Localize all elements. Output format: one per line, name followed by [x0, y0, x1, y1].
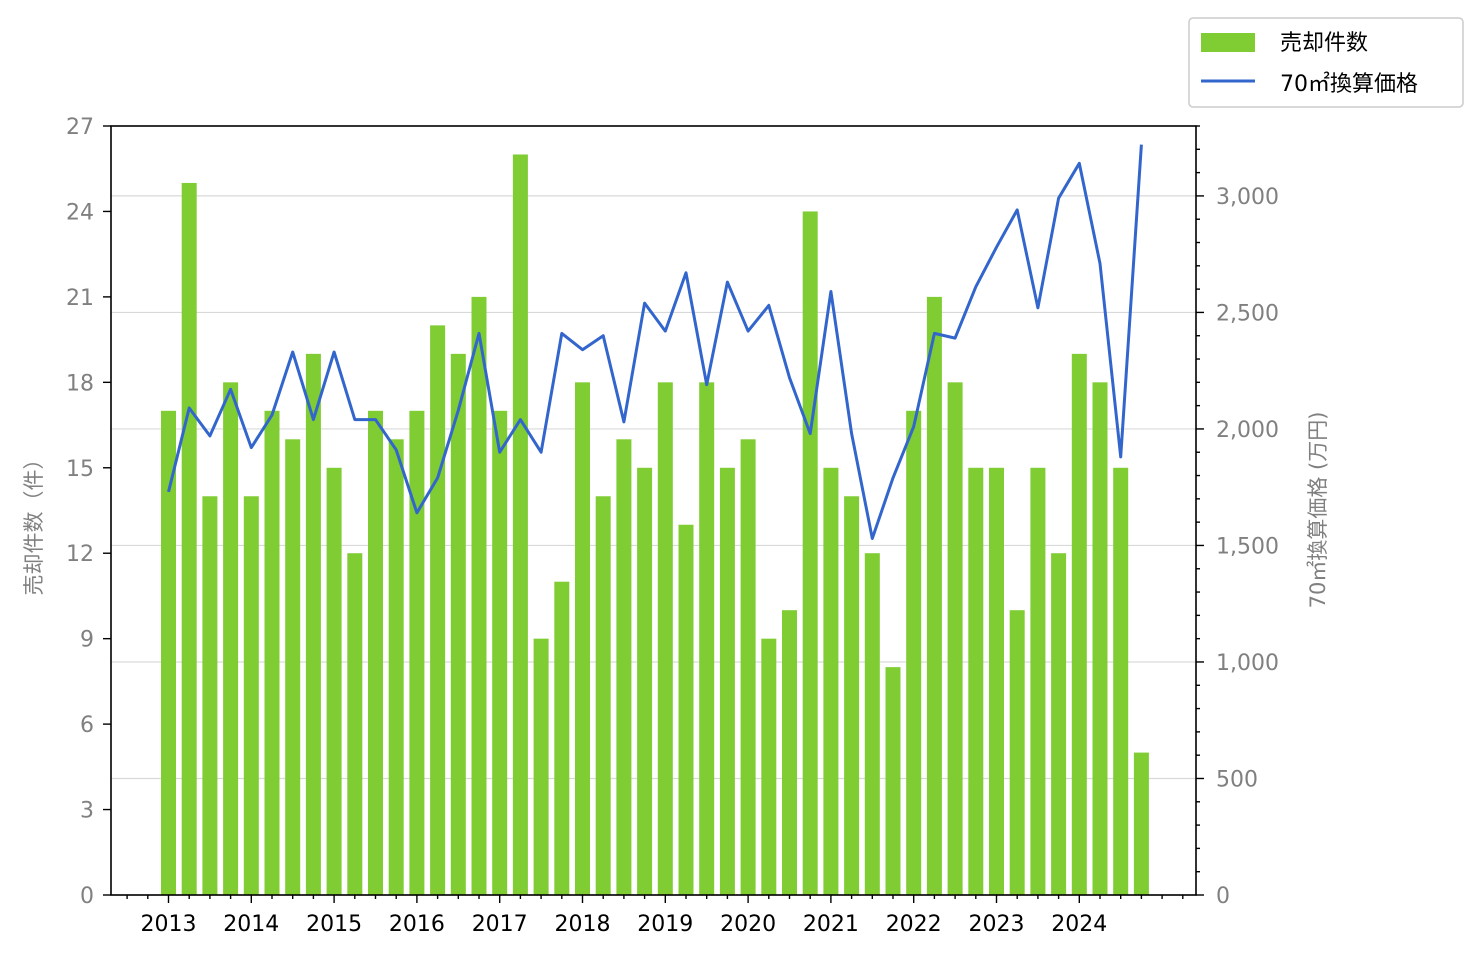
bar: [181, 182, 197, 896]
bar: [223, 382, 239, 895]
x-tick-label: 2015: [306, 912, 362, 937]
bar: [492, 410, 508, 895]
x-tick-label: 2024: [1051, 912, 1107, 937]
bar: [285, 439, 301, 895]
x-tick-label: 2021: [803, 912, 859, 937]
bar-series: [161, 154, 1149, 896]
bar: [533, 638, 549, 895]
bar: [782, 610, 797, 895]
bar: [1133, 752, 1149, 895]
x-tick-label: 2019: [637, 912, 693, 937]
y-tick-label: 9: [80, 628, 94, 653]
legend-swatch-bar: [1201, 33, 1255, 52]
bar: [657, 382, 673, 895]
bar: [1113, 467, 1129, 895]
x-tick-label: 2016: [389, 912, 445, 937]
bar: [699, 382, 715, 895]
y-tick-label: 27: [66, 115, 94, 140]
bar: [326, 467, 342, 895]
y-axis-right: 0 500 1,000 1,500 2,000 2,500 3,000: [1196, 125, 1279, 909]
bar: [616, 439, 632, 895]
legend: 売却件数 70㎡換算価格: [1188, 17, 1464, 108]
y2-tick-label: 1,500: [1216, 534, 1279, 559]
y-axis-title: 売却件数（件）: [22, 449, 46, 596]
bar: [637, 467, 653, 895]
bar: [802, 211, 818, 895]
bar: [885, 667, 901, 895]
bar: [430, 325, 446, 895]
y-tick-label: 21: [66, 286, 94, 311]
y2-tick-label: 2,000: [1216, 418, 1279, 443]
line-series: [167, 144, 1143, 540]
bar: [761, 638, 777, 895]
y-tick-label: 24: [66, 200, 94, 225]
bar: [823, 467, 839, 895]
bar: [926, 296, 942, 895]
y2-tick-label: 1,000: [1216, 651, 1279, 676]
series-line: [167, 144, 1143, 540]
x-tick-label: 2018: [555, 912, 611, 937]
y-tick-label: 3: [80, 799, 94, 824]
x-axis: 2013 2014 2015 2016 2017 2018 2019 2020 2021 2022…: [126, 895, 1184, 937]
y2-tick-label: 500: [1216, 767, 1258, 792]
bar: [575, 382, 590, 895]
bar: [1009, 610, 1025, 895]
x-tick-label: 2014: [223, 912, 279, 937]
bar: [1030, 467, 1046, 895]
bar: [1092, 382, 1108, 895]
bar: [1071, 353, 1087, 896]
bar: [512, 154, 528, 896]
bar: [595, 496, 611, 895]
bar: [947, 382, 963, 895]
x-tick-label: 2013: [141, 912, 197, 937]
y2-tick-label: 0: [1216, 884, 1230, 909]
bar: [450, 353, 466, 896]
bar: [1051, 553, 1067, 895]
y2-tick-label: 3,000: [1216, 185, 1279, 210]
x-tick-label: 2017: [472, 912, 528, 937]
legend-label-line: 70㎡換算価格: [1280, 71, 1418, 97]
bar: [678, 524, 694, 895]
y-tick-label: 18: [66, 371, 94, 396]
y-axis-left: 0 3 6 9 12 15 18 21 24 27: [66, 115, 111, 909]
y-tick-label: 12: [66, 542, 94, 567]
y-tick-label: 6: [80, 713, 94, 738]
x-tick-label: 2023: [969, 912, 1025, 937]
bar: [161, 410, 176, 895]
legend-label-bar: 売却件数: [1280, 31, 1368, 56]
bar: [968, 467, 984, 895]
y-tick-label: 15: [66, 457, 94, 482]
bar: [409, 410, 425, 895]
bar: [844, 496, 860, 895]
x-tick-label: 2020: [720, 912, 776, 937]
bar: [347, 553, 363, 895]
x-tick-label: 2022: [886, 912, 942, 937]
bar: [202, 496, 218, 895]
y-tick-label: 0: [80, 884, 94, 909]
plot-frame: [110, 125, 1197, 896]
y2-tick-label: 2,500: [1216, 301, 1279, 326]
bar: [864, 553, 880, 895]
bar: [740, 439, 756, 895]
bar: [264, 410, 280, 895]
bar: [368, 410, 383, 895]
legend-box: [1188, 17, 1464, 108]
bar: [388, 439, 404, 895]
bar: [471, 296, 487, 895]
bar: [719, 467, 735, 895]
y2-axis-title: 70㎡換算価格 (万円): [1306, 412, 1330, 609]
bar: [554, 581, 570, 895]
bar: [906, 410, 922, 895]
bar: [305, 353, 321, 896]
bar: [989, 467, 1004, 895]
bar: [243, 496, 259, 895]
